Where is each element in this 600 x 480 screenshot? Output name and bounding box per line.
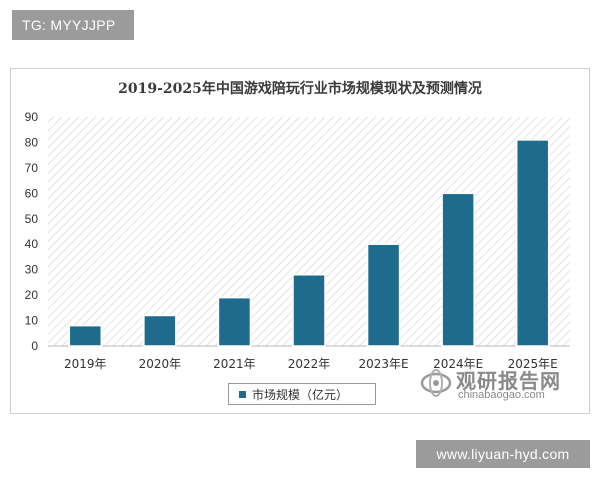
bar-5 (366, 243, 401, 347)
watermark-name: 观研报告网 (456, 369, 561, 393)
y-tick-label: 40 (25, 237, 39, 251)
x-tick-label: 2022年 (288, 357, 331, 371)
bar-1 (68, 324, 103, 347)
bar-2 (143, 314, 177, 347)
bottom-right-tag: www.liyuan-hyd.com (416, 440, 590, 468)
legend-swatch (239, 390, 246, 398)
bars-group (68, 139, 550, 347)
x-tick-label: 2024年E (433, 357, 483, 371)
watermark-logo: 观研报告网 chinabaogao.com (420, 365, 580, 405)
globe-icon (420, 369, 452, 397)
legend-label: 市场规模（亿元） (252, 387, 349, 402)
bar-4 (292, 274, 326, 347)
x-tick-label: 2021年 (213, 357, 256, 371)
bar-7 (515, 139, 550, 347)
y-tick-label: 50 (25, 212, 39, 226)
chart-title: 2019-2025年中国游戏陪玩行业市场规模现状及预测情况 (118, 81, 482, 97)
x-tick-label: 2023年E (359, 357, 409, 371)
top-left-tag: TG: MYYJJPP (12, 10, 134, 40)
y-tick-label: 60 (25, 186, 39, 200)
x-tick-label: 2019年 (64, 357, 107, 371)
y-tick-label: 90 (25, 110, 39, 124)
legend: 市场规模（亿元） (228, 383, 376, 405)
bar-6 (441, 192, 475, 347)
x-tick-label: 2020年 (139, 357, 182, 371)
watermark-url: chinabaogao.com (458, 389, 545, 401)
y-tick-label: 0 (31, 339, 38, 353)
bar-3 (217, 296, 252, 347)
y-tick-label: 20 (25, 288, 39, 302)
y-tick-label: 30 (25, 263, 39, 277)
y-tick-label: 80 (25, 135, 39, 149)
x-tick-label: 2025年E (508, 357, 558, 371)
x-axis: 2019年 2020年 2021年 2022年 2023年E 2024年E 2025年E (64, 357, 558, 371)
y-tick-label: 10 (25, 314, 39, 328)
y-tick-label: 70 (25, 161, 39, 175)
